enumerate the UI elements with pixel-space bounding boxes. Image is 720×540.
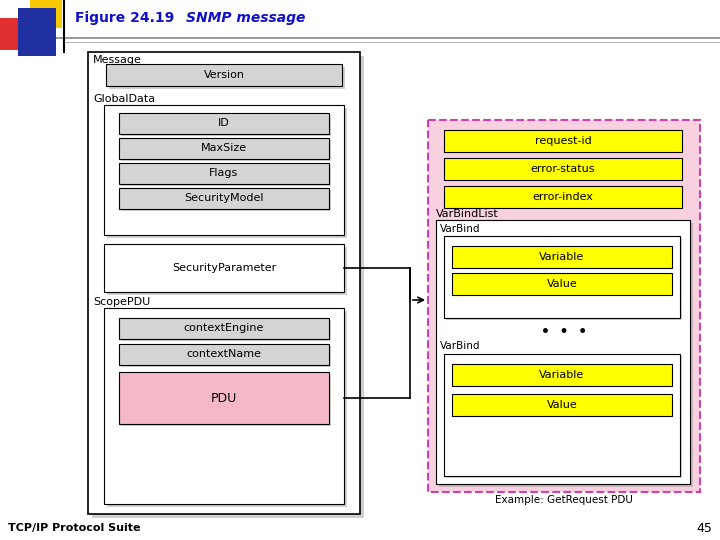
Text: contextEngine: contextEngine <box>184 323 264 333</box>
Text: MaxSize: MaxSize <box>201 143 247 153</box>
Bar <box>30 0 62 28</box>
Bar <box>452 273 672 295</box>
Text: ScopePDU: ScopePDU <box>93 297 150 307</box>
Text: VarBind: VarBind <box>440 341 480 351</box>
Bar <box>92 56 364 518</box>
Text: PDU: PDU <box>211 392 237 404</box>
Text: SNMP message: SNMP message <box>186 11 305 25</box>
Bar <box>88 52 360 514</box>
Text: Value: Value <box>546 400 577 410</box>
Text: ID: ID <box>218 118 230 128</box>
Bar <box>444 354 680 476</box>
Text: SecurityModel: SecurityModel <box>184 193 264 203</box>
Bar <box>428 120 700 492</box>
Bar <box>121 165 331 186</box>
Text: 45: 45 <box>696 522 712 535</box>
Text: request-id: request-id <box>535 136 591 146</box>
Bar <box>119 372 329 424</box>
Bar <box>121 346 331 367</box>
Text: GlobalData: GlobalData <box>93 94 155 104</box>
Text: error-index: error-index <box>533 192 593 202</box>
Text: error-status: error-status <box>531 164 595 174</box>
Text: Variable: Variable <box>539 370 585 380</box>
Bar <box>107 247 347 295</box>
Bar <box>0 0 720 42</box>
Bar <box>436 220 690 484</box>
Bar <box>104 308 344 504</box>
Text: SecurityParameter: SecurityParameter <box>172 263 276 273</box>
Bar <box>444 186 682 208</box>
Text: contextName: contextName <box>186 349 261 359</box>
Text: Example: GetRequest PDU: Example: GetRequest PDU <box>495 495 633 505</box>
Bar <box>446 238 682 320</box>
Bar <box>439 223 693 487</box>
Bar <box>107 311 347 507</box>
Bar <box>18 8 56 56</box>
Bar <box>444 158 682 180</box>
Bar <box>0 18 48 50</box>
Text: TCP/IP Protocol Suite: TCP/IP Protocol Suite <box>8 523 140 533</box>
Bar <box>104 105 344 235</box>
Bar <box>444 130 682 152</box>
Bar <box>121 115 331 136</box>
Bar <box>107 108 347 238</box>
Bar <box>452 246 672 268</box>
Bar <box>121 140 331 161</box>
Bar <box>452 394 672 416</box>
Text: Figure 24.19: Figure 24.19 <box>75 11 174 25</box>
Bar <box>119 318 329 339</box>
Bar <box>452 364 672 386</box>
Text: VarBind: VarBind <box>440 224 480 234</box>
Bar <box>119 344 329 365</box>
Bar <box>121 320 331 341</box>
Bar <box>444 236 680 318</box>
Bar <box>119 138 329 159</box>
Text: VarBindList: VarBindList <box>436 209 499 219</box>
Text: Message: Message <box>93 55 142 65</box>
Text: Flags: Flags <box>210 168 238 178</box>
Bar <box>119 188 329 209</box>
Bar <box>119 163 329 184</box>
Bar <box>119 113 329 134</box>
Text: Version: Version <box>204 70 245 80</box>
Bar <box>106 64 342 86</box>
Bar <box>446 356 682 478</box>
Bar <box>104 244 344 292</box>
Bar <box>121 374 331 426</box>
Bar <box>121 190 331 211</box>
Text: Variable: Variable <box>539 252 585 262</box>
Text: •  •  •: • • • <box>541 325 587 339</box>
Text: Value: Value <box>546 279 577 289</box>
Bar <box>109 67 345 89</box>
